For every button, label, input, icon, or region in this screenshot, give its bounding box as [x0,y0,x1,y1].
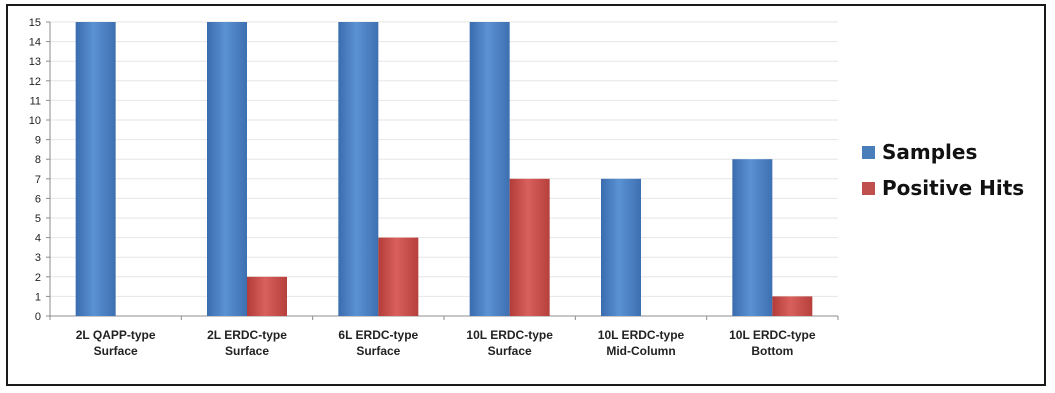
bar-samples [338,22,379,316]
x-category-label: Surface [225,344,269,358]
bar-samples [469,22,510,316]
x-category-label: 2L QAPP-type [76,328,156,342]
bar-samples [75,22,116,316]
x-category-label: Surface [94,344,138,358]
y-tick-label: 9 [35,135,41,147]
legend-label-samples: Samples [882,140,977,164]
y-tick-label: 7 [35,174,41,186]
legend-label-positive-hits: Positive Hits [882,176,1024,200]
x-category-label: 2L ERDC-type [207,328,287,342]
y-tick-label: 3 [35,252,41,264]
y-tick-label: 10 [29,115,41,127]
y-tick-label: 12 [29,76,41,88]
bar-samples [207,22,247,316]
x-category-label: 10L ERDC-type [598,328,685,342]
x-category-label: 6L ERDC-type [338,328,418,342]
y-tick-label: 8 [35,154,41,166]
x-category-label: 10L ERDC-type [466,328,553,342]
x-category-label: Surface [488,344,532,358]
x-category-label: Surface [356,344,400,358]
legend: Samples Positive Hits [862,140,1024,200]
y-tick-label: 15 [29,17,41,29]
bar-samples [732,159,773,316]
legend-swatch-samples [862,146,875,159]
y-tick-label: 5 [35,213,41,225]
x-category-label: 10L ERDC-type [729,328,816,342]
y-tick-label: 11 [30,95,41,107]
legend-swatch-positive-hits [862,182,875,195]
y-tick-label: 0 [35,311,41,323]
bar-positive-hits [772,296,813,316]
bar-samples [601,178,641,316]
bar-positive-hits [378,237,419,316]
x-category-label: Bottom [751,344,793,358]
y-tick-label: 1 [35,291,41,303]
bars [75,22,813,316]
y-tick-label: 13 [29,56,41,68]
y-tick-label: 6 [35,193,41,205]
x-category-label: Mid-Column [606,344,675,358]
y-tick-label: 2 [35,272,41,284]
y-tick-label: 4 [35,233,41,245]
bar-positive-hits [509,178,550,316]
grid-lines [50,21,838,317]
bar-positive-hits [247,276,287,316]
y-tick-label: 14 [29,37,41,49]
axes [46,21,839,320]
